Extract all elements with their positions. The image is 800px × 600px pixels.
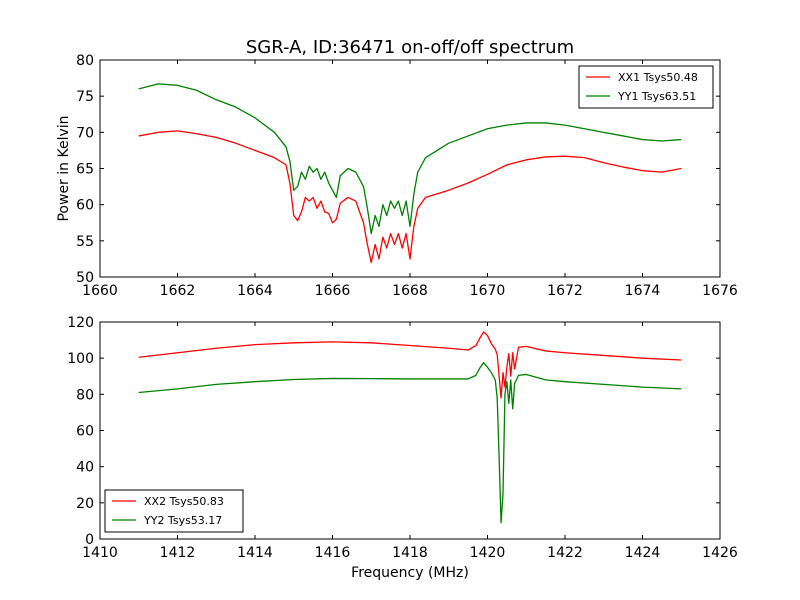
y-tick-label: 40 xyxy=(76,460,94,476)
y-tick-label: 60 xyxy=(76,424,94,440)
x-tick-label: 1422 xyxy=(547,545,583,561)
x-tick-label: 1418 xyxy=(392,545,428,561)
y-tick-label: 100 xyxy=(67,351,94,367)
y-tick-label: 20 xyxy=(76,496,94,512)
x-tick-label: 1426 xyxy=(702,545,738,561)
x-tick-label: 1412 xyxy=(160,545,196,561)
legend-label: XX2 Tsys50.83 xyxy=(144,495,224,508)
series-line-2 xyxy=(138,362,682,524)
y-tick-label: 0 xyxy=(85,532,94,548)
x-tick-label: 1664 xyxy=(237,283,273,299)
legend: XX1 Tsys50.48 YY1 Tsys63.51 xyxy=(578,65,714,109)
y-tick-label: 70 xyxy=(76,125,94,141)
x-tick-label: 1668 xyxy=(392,283,428,299)
legend-label: XX1 Tsys50.48 xyxy=(618,71,698,84)
legend-box xyxy=(104,489,244,533)
y-tick-label: 55 xyxy=(76,234,94,250)
series-line-1 xyxy=(138,331,682,399)
x-tick-label: 1674 xyxy=(625,283,661,299)
series-line-2 xyxy=(138,83,682,235)
y-tick-label: 80 xyxy=(76,53,94,69)
bottom-spectrum-chart: 1410 1412 1414 1416 1418 1420 1422 1424 1426 0 20 4… xyxy=(67,315,738,581)
x-tick-label: 1660 xyxy=(82,283,118,299)
x-tick-label: 1420 xyxy=(470,545,506,561)
x-axis-label: Frequency (MHz) xyxy=(351,565,469,581)
x-tick-label: 1672 xyxy=(547,283,583,299)
top-spectrum-chart: 1660 1662 1664 1666 1668 1670 1672 1674 1676 50 55… xyxy=(56,53,738,299)
legend-label: YY1 Tsys63.51 xyxy=(617,90,696,103)
legend: XX2 Tsys50.83 YY2 Tsys53.17 xyxy=(104,489,244,533)
x-tick-label: 1676 xyxy=(702,283,738,299)
x-tick-label: 1662 xyxy=(160,283,196,299)
x-tick-label: 1670 xyxy=(470,283,506,299)
y-tick-label: 60 xyxy=(76,198,94,214)
series-line-1 xyxy=(138,130,682,264)
y-axis-label: Power in Kelvin xyxy=(56,115,72,221)
legend-box xyxy=(578,65,714,109)
legend-label: YY2 Tsys53.17 xyxy=(143,514,222,527)
x-tick-label: 1666 xyxy=(315,283,351,299)
y-tick-label: 65 xyxy=(76,162,94,178)
y-tick-label: 80 xyxy=(76,387,94,403)
x-tick-label: 1416 xyxy=(315,545,351,561)
y-tick-label: 75 xyxy=(76,89,94,105)
y-tick-label: 120 xyxy=(67,315,94,331)
x-tick-label: 1410 xyxy=(82,545,118,561)
y-tick-label: 50 xyxy=(76,270,94,286)
figure-title: SGR-A, ID:36471 on-off/off spectrum xyxy=(246,37,574,58)
x-tick-label: 1424 xyxy=(625,545,661,561)
x-tick-label: 1414 xyxy=(237,545,273,561)
